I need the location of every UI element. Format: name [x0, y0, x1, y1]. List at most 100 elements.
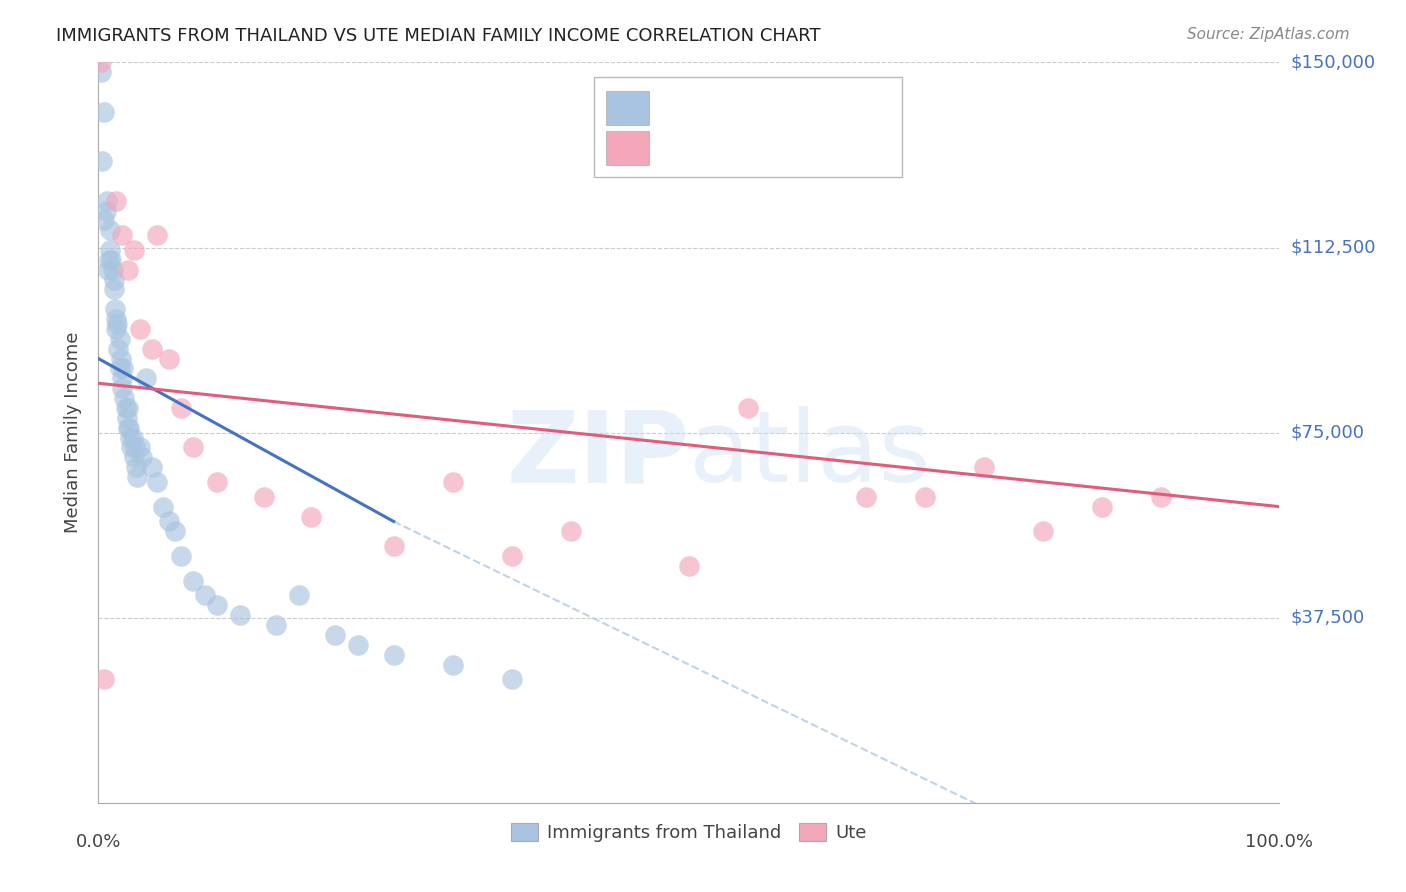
Text: -0.280: -0.280	[699, 139, 763, 157]
FancyBboxPatch shape	[606, 91, 648, 126]
Point	[1091, 500, 1114, 514]
Point	[122, 450, 145, 465]
Point	[152, 500, 174, 514]
Text: $37,500: $37,500	[1291, 608, 1365, 627]
Point	[98, 252, 121, 267]
Point	[127, 470, 149, 484]
Point	[141, 460, 163, 475]
Point	[111, 381, 134, 395]
Point	[110, 351, 132, 366]
Point	[157, 351, 180, 366]
Point	[107, 342, 129, 356]
Point	[112, 361, 135, 376]
Text: $75,000: $75,000	[1291, 424, 1365, 442]
Text: 0.0%: 0.0%	[76, 833, 121, 851]
Point	[122, 243, 145, 257]
Point	[91, 154, 114, 169]
Point	[108, 332, 131, 346]
Point	[101, 262, 124, 277]
Point	[1150, 490, 1173, 504]
Point	[253, 490, 276, 504]
Point	[105, 312, 128, 326]
Point	[135, 371, 157, 385]
Point	[90, 55, 112, 70]
Point	[347, 638, 370, 652]
Point	[121, 431, 143, 445]
Point	[124, 441, 146, 455]
Point	[560, 524, 582, 539]
Text: N =: N =	[782, 139, 821, 157]
Point	[157, 515, 180, 529]
Point	[117, 420, 139, 434]
Point	[141, 342, 163, 356]
Point	[441, 475, 464, 489]
Point	[737, 401, 759, 415]
Point	[103, 283, 125, 297]
Point	[120, 431, 142, 445]
Point	[103, 272, 125, 286]
Point	[112, 391, 135, 405]
Point	[100, 252, 122, 267]
Text: N =: N =	[782, 99, 821, 118]
Text: R =: R =	[655, 139, 695, 157]
Point	[105, 322, 128, 336]
Point	[382, 648, 405, 662]
Point	[98, 223, 121, 237]
Point	[117, 262, 139, 277]
Point	[131, 450, 153, 465]
FancyBboxPatch shape	[606, 131, 648, 165]
Legend: Immigrants from Thailand, Ute: Immigrants from Thailand, Ute	[503, 815, 875, 849]
Text: 58: 58	[825, 99, 849, 118]
Point	[181, 574, 204, 588]
Point	[128, 441, 150, 455]
Point	[115, 410, 138, 425]
Point	[111, 228, 134, 243]
Point	[501, 549, 523, 563]
Point	[111, 371, 134, 385]
Point	[165, 524, 187, 539]
FancyBboxPatch shape	[595, 78, 901, 178]
Point	[323, 628, 346, 642]
Point	[914, 490, 936, 504]
Point	[121, 441, 143, 455]
Point	[501, 673, 523, 687]
Point	[170, 549, 193, 563]
Point	[96, 194, 118, 208]
Point	[117, 401, 139, 415]
Point	[299, 509, 322, 524]
Point	[125, 460, 148, 475]
Text: -0.282: -0.282	[699, 99, 763, 118]
Point	[97, 262, 120, 277]
Point	[108, 361, 131, 376]
Point	[105, 194, 128, 208]
Point	[94, 203, 117, 218]
Point	[93, 104, 115, 119]
Point	[229, 608, 252, 623]
Point	[181, 441, 204, 455]
Point	[288, 589, 311, 603]
Text: R =: R =	[655, 99, 695, 118]
Point	[118, 420, 141, 434]
Point	[205, 599, 228, 613]
Point	[441, 657, 464, 672]
Point	[973, 460, 995, 475]
Point	[114, 401, 136, 415]
Point	[98, 243, 121, 257]
Point	[382, 539, 405, 553]
Text: $112,500: $112,500	[1291, 238, 1376, 257]
Text: 100.0%: 100.0%	[1246, 833, 1313, 851]
Point	[146, 475, 169, 489]
Text: 27: 27	[825, 139, 849, 157]
Point	[170, 401, 193, 415]
Point	[146, 228, 169, 243]
Point	[105, 317, 128, 331]
Point	[93, 673, 115, 687]
Point	[264, 618, 287, 632]
Text: IMMIGRANTS FROM THAILAND VS UTE MEDIAN FAMILY INCOME CORRELATION CHART: IMMIGRANTS FROM THAILAND VS UTE MEDIAN F…	[56, 27, 821, 45]
Point	[104, 302, 127, 317]
Text: Source: ZipAtlas.com: Source: ZipAtlas.com	[1187, 27, 1350, 42]
Text: ZIP: ZIP	[506, 407, 689, 503]
Point	[855, 490, 877, 504]
Point	[93, 213, 115, 227]
Point	[128, 322, 150, 336]
